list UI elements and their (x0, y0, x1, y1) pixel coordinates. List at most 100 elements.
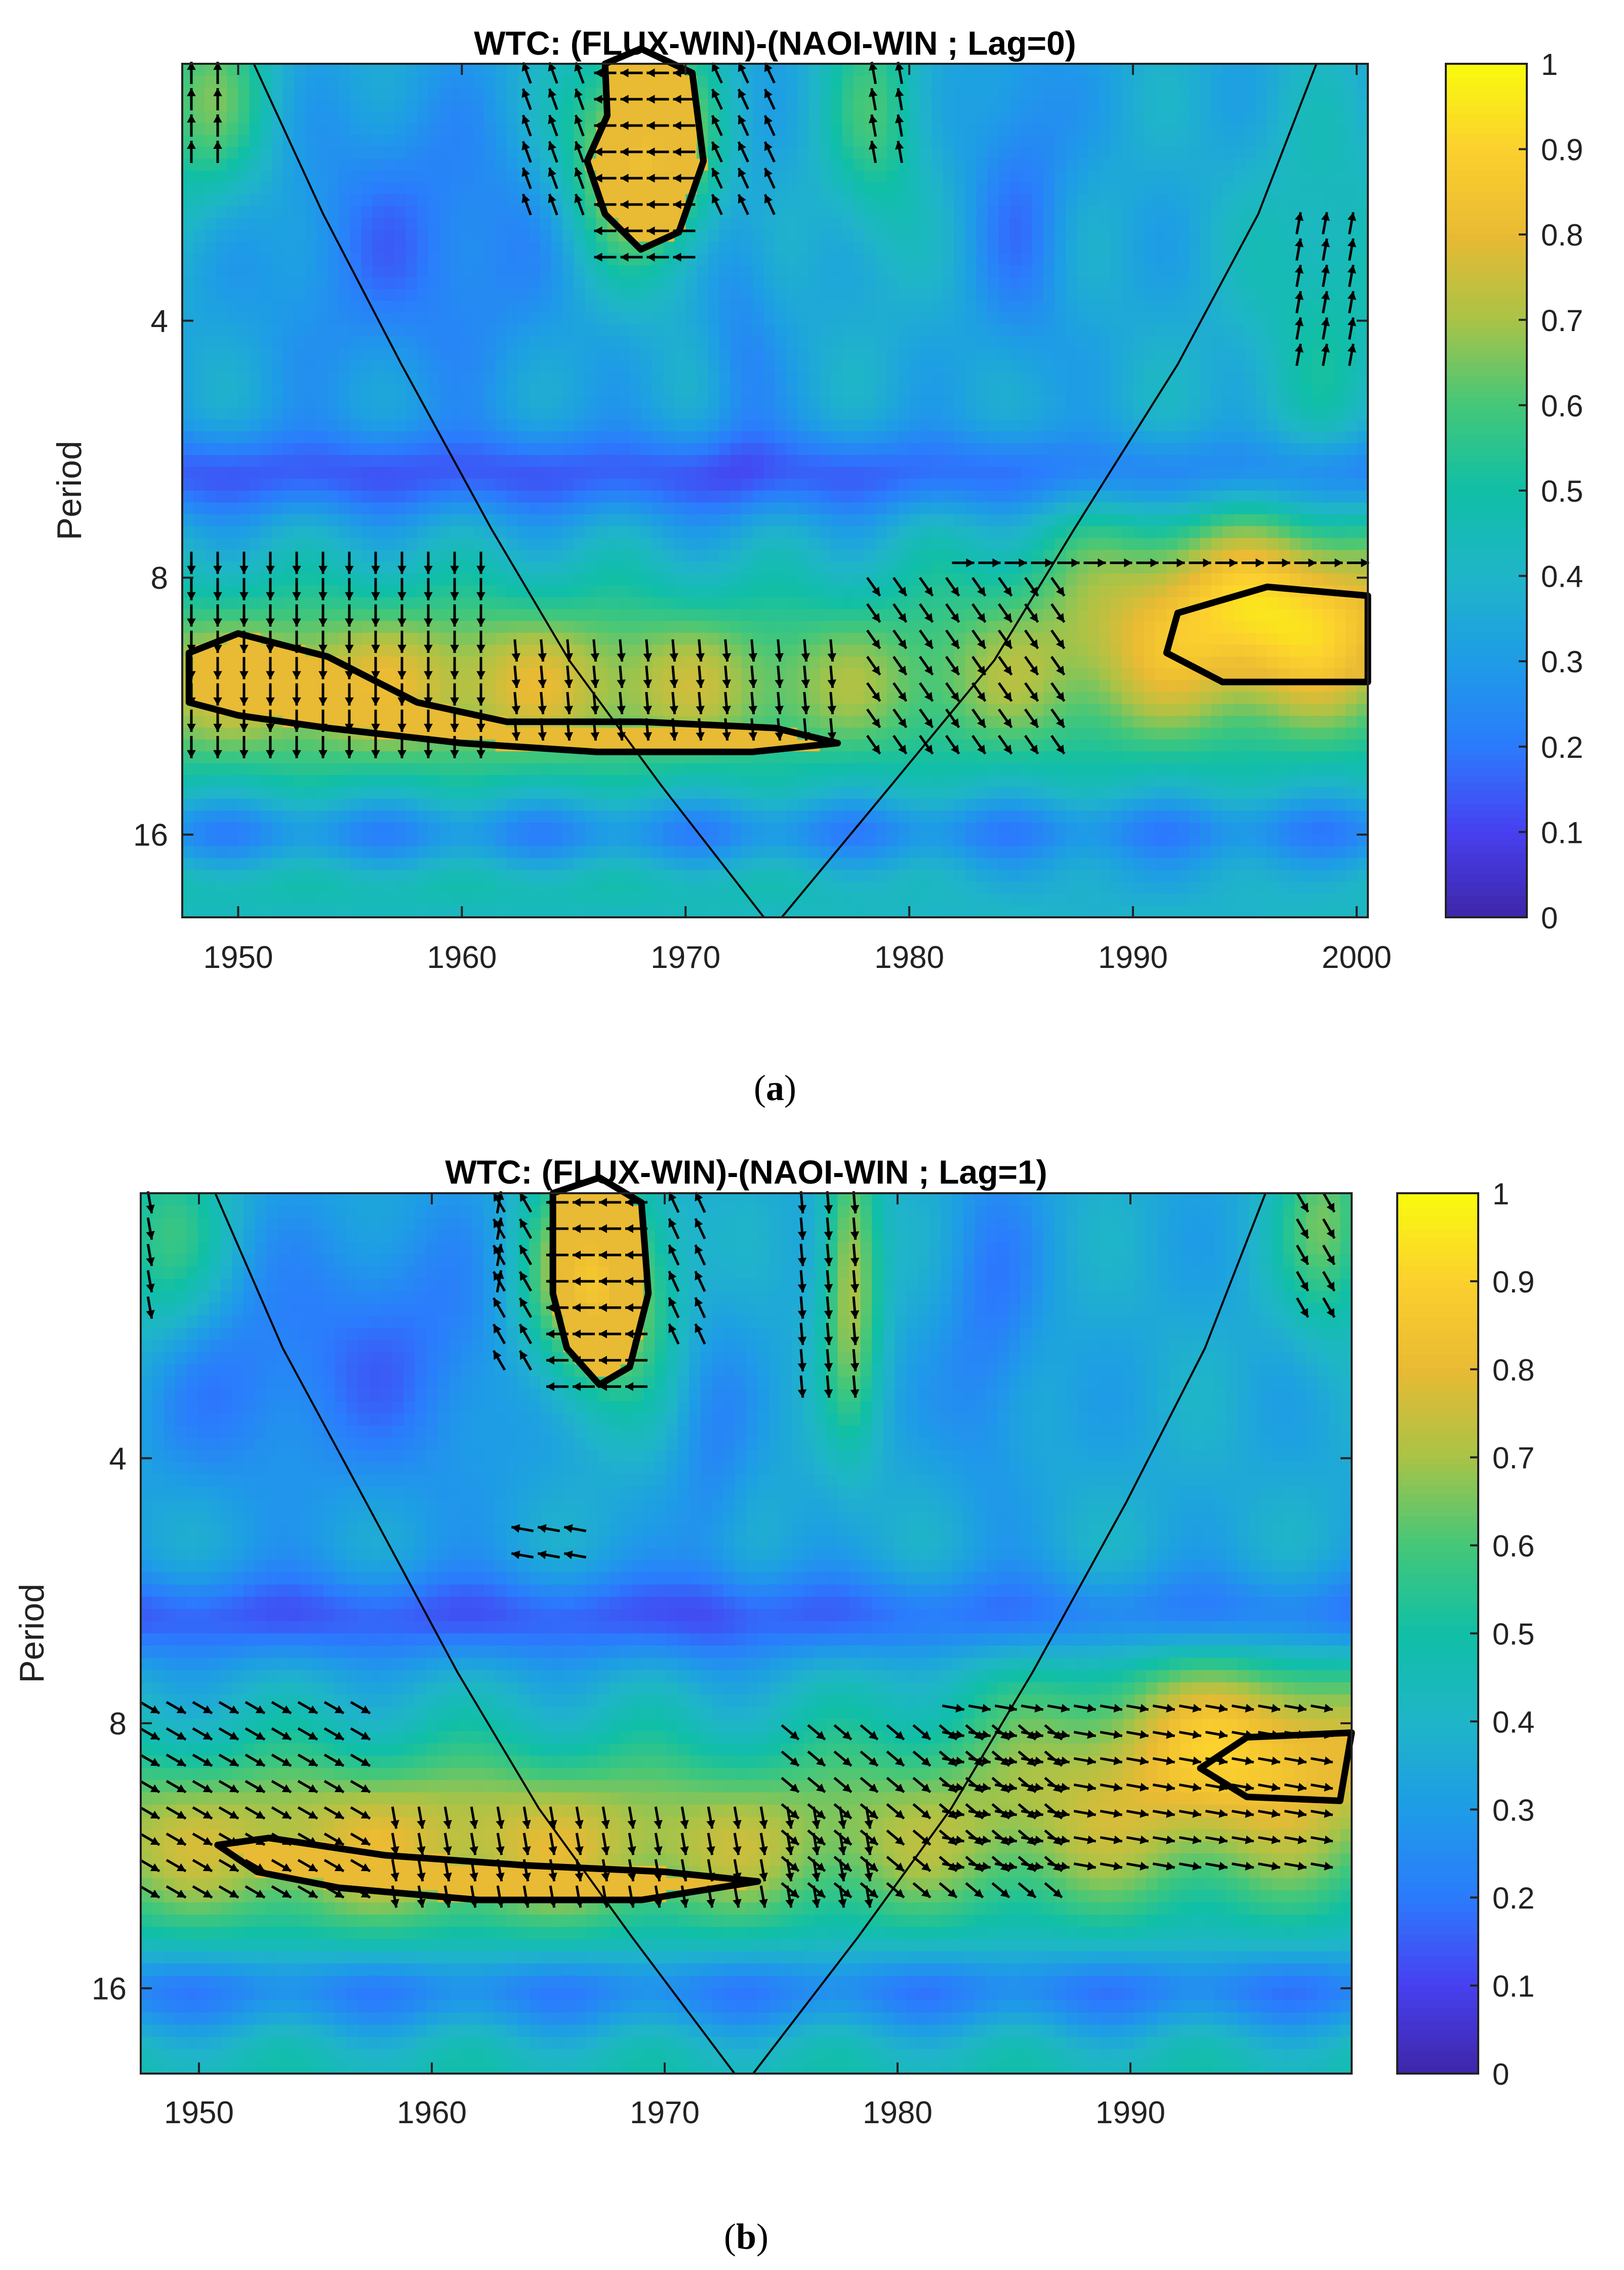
heatmap-cell (618, 301, 630, 313)
heatmap-cell (618, 336, 630, 349)
heatmap-cell (328, 265, 340, 278)
heatmap-cell (763, 360, 776, 373)
heatmap-cell (328, 182, 340, 195)
heatmap-cell (842, 834, 854, 847)
heatmap-cell (417, 135, 429, 147)
heatmap-cell (674, 668, 686, 681)
heatmap-cell (931, 75, 944, 88)
heatmap-cell (216, 277, 228, 290)
heatmap-cell (551, 881, 563, 894)
heatmap-cell (451, 633, 463, 645)
heatmap-cell (831, 870, 843, 882)
heatmap-cell (663, 798, 675, 812)
heatmap-cell (316, 325, 329, 337)
heatmap-cell (405, 372, 418, 385)
heatmap-cell (439, 289, 452, 302)
heatmap-cell (372, 763, 384, 776)
heatmap-cell (361, 360, 373, 373)
heatmap-cell (864, 881, 876, 894)
heatmap-cell (383, 372, 395, 385)
heatmap-cell (842, 384, 854, 396)
heatmap-cell (931, 312, 944, 325)
heatmap-cell (227, 573, 239, 586)
heatmap-cell (383, 75, 395, 88)
heatmap-cell (305, 775, 317, 788)
heatmap-cell (405, 834, 418, 847)
heatmap-cell (943, 384, 955, 396)
heatmap-cell (495, 680, 507, 693)
heatmap-cell (786, 455, 798, 467)
heatmap-cell (674, 727, 686, 740)
heatmap-cell (808, 419, 821, 432)
heatmap-cell (909, 822, 921, 835)
heatmap-cell (540, 372, 552, 385)
heatmap-cell (350, 834, 362, 847)
heatmap-cell (372, 881, 384, 894)
heatmap-cell (842, 194, 854, 207)
heatmap-cell (462, 810, 474, 823)
heatmap-cell (316, 478, 329, 491)
heatmap-cell (350, 218, 362, 230)
heatmap-cell (797, 715, 809, 728)
heatmap-cell (629, 798, 641, 812)
heatmap-cell (697, 881, 709, 894)
heatmap-cell (451, 348, 463, 361)
heatmap-cell (350, 206, 362, 219)
heatmap-cell (763, 336, 776, 349)
heatmap-cell (529, 348, 541, 361)
heatmap-cell (227, 656, 239, 669)
heatmap-cell (562, 419, 575, 432)
heatmap-cell (652, 561, 664, 574)
heatmap-cell (182, 798, 194, 812)
heatmap-cell (294, 289, 306, 302)
heatmap-cell (853, 478, 865, 491)
heatmap-cell (540, 360, 552, 373)
heatmap-cell (451, 905, 463, 918)
heatmap-cell (282, 277, 295, 290)
heatmap-cell (260, 111, 272, 124)
heatmap-cell (517, 348, 530, 361)
heatmap-cell (842, 692, 854, 705)
heatmap-cell (898, 621, 910, 633)
heatmap-cell (674, 692, 686, 705)
heatmap-cell (640, 312, 653, 325)
heatmap-cell (540, 561, 552, 574)
heatmap-cell (227, 894, 239, 906)
heatmap-cell (328, 384, 340, 396)
heatmap-cell (808, 158, 821, 171)
heatmap-cell (517, 846, 530, 859)
heatmap-cell (495, 905, 507, 918)
heatmap-cell (808, 585, 821, 598)
heatmap-cell (529, 99, 541, 112)
heatmap-cell (730, 514, 742, 527)
heatmap-cell (685, 408, 698, 420)
heatmap-cell (451, 206, 463, 219)
heatmap-cell (193, 289, 205, 302)
heatmap-cell (562, 146, 575, 159)
heatmap-cell (205, 787, 217, 799)
heatmap-cell (529, 325, 541, 337)
heatmap-cell (405, 229, 418, 242)
heatmap-cell (260, 455, 272, 467)
heatmap-cell (585, 894, 597, 906)
heatmap-cell (462, 146, 474, 159)
heatmap-cell (271, 241, 283, 254)
heatmap-cell (741, 372, 753, 385)
heatmap-cell (909, 894, 921, 906)
heatmap-cell (339, 787, 351, 799)
heatmap-cell (473, 573, 485, 586)
heatmap-cell (517, 325, 530, 337)
heatmap-cell (328, 798, 340, 812)
heatmap-cell (708, 135, 720, 147)
heatmap-cell (282, 656, 295, 669)
heatmap-cell (517, 775, 530, 788)
heatmap-cell (886, 834, 899, 847)
heatmap-cell (607, 325, 619, 337)
heatmap-cell (182, 502, 194, 515)
heatmap-cell (752, 834, 764, 847)
heatmap-cell (216, 763, 228, 776)
heatmap-cell (629, 834, 641, 847)
heatmap-cell (462, 775, 474, 788)
heatmap-cell (640, 467, 653, 479)
heatmap-cell (249, 858, 261, 871)
